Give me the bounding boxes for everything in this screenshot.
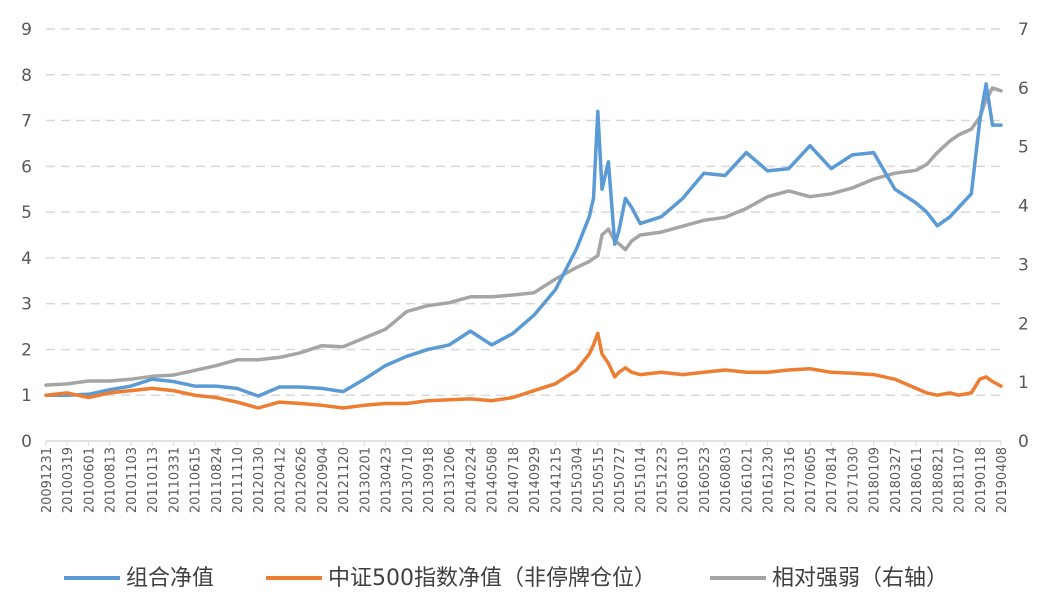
right-axis-tick-label: 3 bbox=[1018, 255, 1029, 275]
left-axis-tick-label: 0 bbox=[21, 432, 32, 452]
right-axis-tick-label: 2 bbox=[1018, 314, 1029, 334]
gridlines bbox=[46, 28, 1001, 396]
left-axis-tick-label: 7 bbox=[21, 112, 32, 132]
left-axis-tick-label: 3 bbox=[21, 295, 32, 315]
x-axis-tick-label: 20180109 bbox=[868, 447, 883, 513]
left-axis-tick-label: 9 bbox=[21, 20, 32, 40]
x-axis-tick-label: 20101103 bbox=[125, 447, 140, 513]
x-axis-tick-label: 20181107 bbox=[953, 447, 968, 513]
x-axis-tick-label: 20150515 bbox=[592, 447, 607, 513]
x-axis-tick-label: 20110113 bbox=[146, 447, 161, 513]
x-axis-tick-label: 20170814 bbox=[825, 447, 840, 513]
x-axis-tick-label: 20170605 bbox=[804, 447, 819, 513]
x-axis-tick-label: 20161021 bbox=[740, 447, 755, 513]
x-axis-tick-label: 20120130 bbox=[252, 447, 267, 513]
x-axis-tick-label: 20121120 bbox=[337, 447, 352, 513]
x-axis-tick-label: 20141215 bbox=[549, 447, 564, 513]
right-axis-tick-label: 7 bbox=[1018, 20, 1029, 40]
x-axis-tick-label: 20180611 bbox=[910, 447, 925, 513]
x-axis-tick-label: 20130918 bbox=[422, 447, 437, 513]
x-axis-tick-label: 20110615 bbox=[189, 447, 204, 513]
x-axis-tick-label: 20111110 bbox=[231, 447, 246, 513]
x-axis-tick-label: 20160803 bbox=[719, 447, 734, 513]
right-axis-tick-label: 0 bbox=[1018, 432, 1029, 452]
series-lines bbox=[44, 82, 1003, 410]
left-axis-tick-label: 6 bbox=[21, 157, 32, 177]
x-axis-tick-label: 20190408 bbox=[995, 447, 1010, 513]
x-axis-tick-label: 20100601 bbox=[82, 447, 97, 513]
x-axis-tick-label: 20130201 bbox=[358, 447, 373, 513]
right-axis-tick-label: 1 bbox=[1018, 373, 1029, 393]
right-axis-tick-label: 6 bbox=[1018, 79, 1029, 99]
right-axis-tick-label: 4 bbox=[1018, 197, 1029, 217]
x-axis-tick-label: 20091231 bbox=[40, 447, 55, 513]
x-axis-tick-label: 20161230 bbox=[762, 447, 777, 513]
x-axis-tick-label: 20110824 bbox=[210, 447, 225, 513]
x-axis-tick-label: 20140718 bbox=[507, 447, 522, 513]
x-axis-tick-label: 20100319 bbox=[61, 447, 76, 513]
x-axis-tick-label: 20120626 bbox=[295, 447, 310, 513]
x-axis-tick-label: 20171030 bbox=[846, 447, 861, 513]
series-line-2 bbox=[44, 86, 1003, 387]
right-axis-ticks: 0 1 2 3 4 5 6 7 bbox=[1018, 20, 1029, 452]
x-axis-tick-label: 20130423 bbox=[380, 447, 395, 513]
x-axis-ticks: 20091231 20100319 20100601 20100813 20101103… bbox=[40, 441, 1010, 513]
left-axis-tick-label: 8 bbox=[21, 66, 32, 86]
x-axis-tick-label: 20180821 bbox=[931, 447, 946, 513]
legend-label: 组合净值 bbox=[126, 566, 214, 591]
legend-label: 相对强弱（右轴） bbox=[772, 566, 948, 591]
x-axis-tick-label: 20151014 bbox=[634, 447, 649, 513]
left-axis-ticks: 0 1 2 3 4 5 6 7 8 9 bbox=[21, 20, 32, 452]
x-axis-tick-label: 20151223 bbox=[655, 447, 670, 513]
left-axis-tick-label: 2 bbox=[21, 340, 32, 360]
x-axis-tick-label: 20100813 bbox=[104, 447, 119, 513]
legend: 组合净值 中证500指数净值（非停牌仓位） 相对强弱（右轴） bbox=[64, 566, 948, 591]
x-axis-tick-label: 20130710 bbox=[401, 447, 416, 513]
series-line-0 bbox=[44, 82, 1003, 398]
left-axis-tick-label: 1 bbox=[21, 386, 32, 406]
x-axis-tick-label: 20150727 bbox=[613, 447, 628, 513]
x-axis-tick-label: 20140224 bbox=[464, 447, 479, 513]
x-axis-tick-label: 20120904 bbox=[316, 447, 331, 513]
series-line-1 bbox=[44, 331, 1003, 410]
x-axis-tick-label: 20131206 bbox=[443, 447, 458, 513]
x-axis-tick-label: 20180327 bbox=[889, 447, 904, 513]
x-axis-tick-label: 20120412 bbox=[273, 447, 288, 513]
x-axis-tick-label: 20160310 bbox=[677, 447, 692, 513]
right-axis-tick-label: 5 bbox=[1018, 138, 1029, 158]
x-axis-tick-label: 20140508 bbox=[486, 447, 501, 513]
x-axis-tick-label: 20170316 bbox=[783, 447, 798, 513]
x-axis-tick-label: 20140929 bbox=[528, 447, 543, 513]
left-axis-tick-label: 4 bbox=[21, 249, 32, 269]
x-axis-tick-label: 20150304 bbox=[571, 447, 586, 513]
x-axis-tick-label: 20190118 bbox=[974, 447, 989, 513]
x-axis-tick-label: 20160523 bbox=[698, 447, 713, 513]
left-axis-tick-label: 5 bbox=[21, 203, 32, 223]
legend-label: 中证500指数净值（非停牌仓位） bbox=[328, 566, 656, 591]
x-axis-tick-label: 20110331 bbox=[167, 447, 182, 513]
